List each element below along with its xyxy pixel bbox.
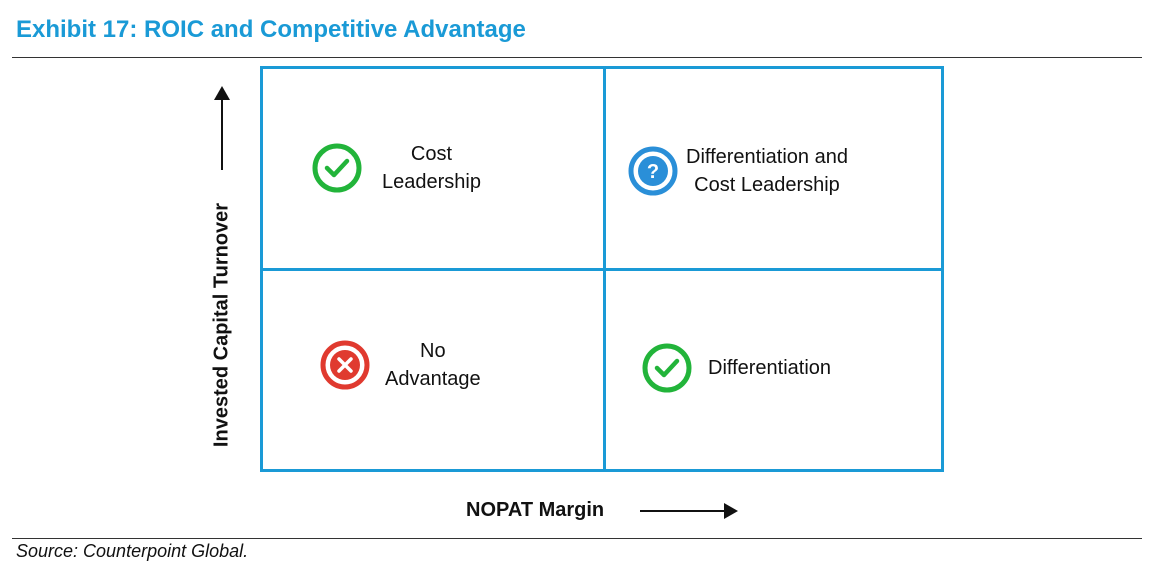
grid-horizontal-divider bbox=[263, 268, 941, 271]
quadrant-label: Cost Leadership bbox=[382, 143, 481, 193]
quadrant-differentiation-and-cost-leadership: ? Differentiation and Cost Leadership bbox=[628, 143, 848, 199]
quadrant-cost-leadership: Cost Leadership bbox=[312, 140, 481, 196]
x-axis-label: NOPAT Margin bbox=[466, 499, 605, 521]
quadrant-grid bbox=[260, 66, 944, 472]
x-axis-arrow-icon bbox=[640, 503, 738, 519]
top-divider bbox=[12, 57, 1142, 58]
quadrant-label: Differentiation and Cost Leadership bbox=[686, 146, 848, 196]
y-axis-label: Invested Capital Turnover bbox=[210, 202, 233, 448]
check-icon bbox=[642, 343, 692, 393]
x-icon bbox=[320, 340, 370, 390]
y-axis-arrow-icon bbox=[214, 86, 230, 170]
exhibit-title: Exhibit 17: ROIC and Competitive Advanta… bbox=[16, 16, 526, 43]
bottom-divider bbox=[12, 538, 1142, 539]
quadrant-label: No Advantage bbox=[385, 340, 481, 390]
svg-text:?: ? bbox=[647, 161, 659, 183]
source-note: Source: Counterpoint Global. bbox=[16, 541, 249, 561]
check-icon bbox=[312, 143, 362, 193]
quadrant-label: Differentiation bbox=[708, 357, 832, 379]
quadrant-differentiation: Differentiation bbox=[642, 343, 831, 393]
quadrant-no-advantage: No Advantage bbox=[320, 337, 481, 393]
question-icon: ? bbox=[628, 146, 678, 196]
